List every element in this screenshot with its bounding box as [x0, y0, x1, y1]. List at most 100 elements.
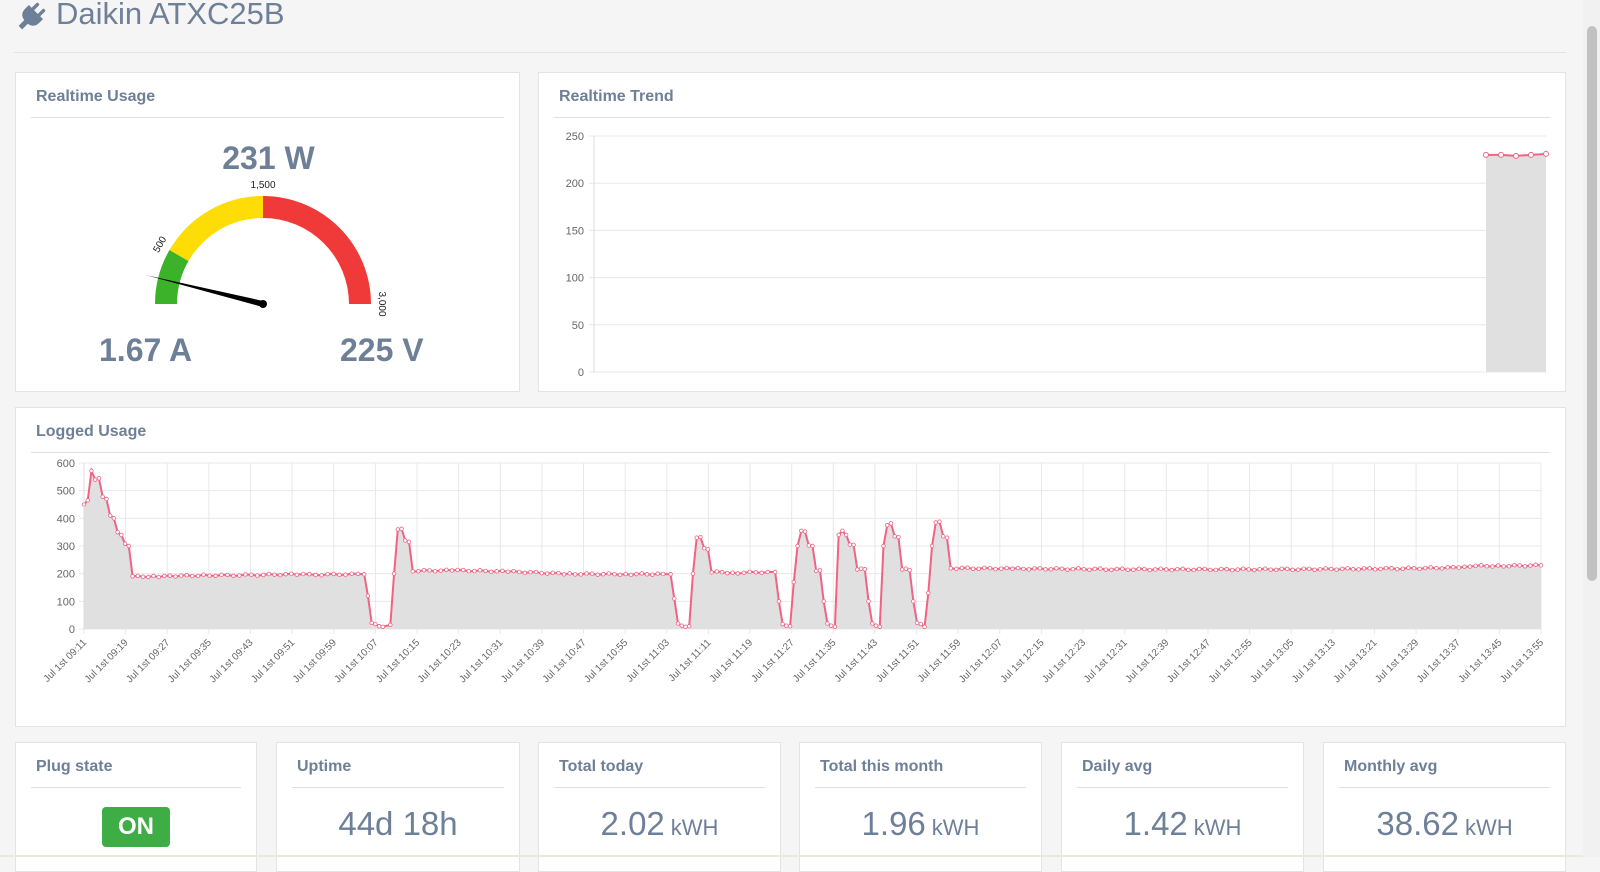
log-point	[1350, 567, 1356, 572]
log-point	[388, 622, 393, 628]
log-point	[567, 571, 572, 576]
log-point	[870, 621, 875, 626]
realtime-trend-panel: Realtime Trend 0 50 100 150 200 250	[538, 72, 1566, 392]
log-point	[1257, 566, 1262, 572]
trend-y-tick-label: 150	[566, 225, 584, 237]
uptime-card: Uptime 44d 18h	[276, 742, 520, 872]
log-point	[107, 513, 113, 518]
gauge-tick-label: 3,000	[376, 291, 387, 316]
gauge-needle-hub	[259, 300, 267, 308]
log-point	[184, 572, 189, 578]
trend-point	[1528, 151, 1534, 158]
total-today-number: 2.02	[600, 805, 665, 842]
log-point	[1295, 567, 1301, 572]
log-point	[1131, 567, 1136, 572]
trend-y-tick-label: 100	[566, 273, 584, 285]
scrollbar-thumb[interactable]	[1587, 26, 1597, 581]
log-point	[735, 571, 740, 576]
log-point	[1153, 567, 1158, 572]
plug-state-toggle-button[interactable]: ON	[102, 807, 170, 847]
log-point	[612, 572, 617, 577]
log-point	[741, 570, 746, 576]
total-month-number: 1.96	[861, 805, 926, 842]
log-x-tick-label: Jul 1st 11:03	[625, 637, 673, 685]
log-point	[1021, 566, 1026, 572]
log-point	[261, 572, 266, 578]
total-today-title: Total today	[559, 758, 644, 775]
log-point	[606, 571, 612, 576]
log-point	[522, 570, 528, 576]
log-point	[255, 573, 260, 578]
log-point	[948, 566, 953, 571]
vertical-scrollbar[interactable]	[1583, 0, 1600, 857]
log-point	[806, 543, 811, 548]
log-point	[753, 570, 758, 575]
log-point	[866, 599, 871, 604]
log-point	[1495, 563, 1501, 568]
log-point	[1367, 566, 1372, 571]
divider	[815, 787, 1026, 788]
log-point	[135, 573, 140, 578]
total-today-card: Total today 2.02 kWH	[538, 742, 781, 872]
log-point	[1186, 567, 1191, 573]
log-point	[349, 571, 354, 576]
log-point	[644, 572, 650, 577]
log-point	[998, 566, 1004, 571]
log-point	[178, 573, 184, 578]
daily-avg-unit: kWH	[1193, 815, 1242, 840]
log-point	[432, 569, 438, 574]
log-point	[639, 571, 644, 576]
log-point	[675, 621, 681, 626]
gauge-needle	[146, 275, 264, 307]
log-point	[130, 574, 135, 579]
log-point	[881, 543, 886, 549]
log-y-tick-label: 100	[57, 596, 75, 608]
log-point	[140, 574, 146, 579]
log-point	[709, 570, 714, 575]
total-today-value: 2.02 kWH	[539, 805, 780, 843]
log-point	[1279, 566, 1284, 571]
log-point	[765, 569, 770, 575]
log-point	[873, 623, 879, 628]
log-point	[784, 623, 789, 628]
current-readout: 1.67 A	[99, 332, 193, 368]
log-point	[1125, 567, 1131, 572]
daily-avg-card: Daily avg 1.42 kWH	[1061, 742, 1304, 872]
monthly-avg-number: 38.62	[1376, 805, 1459, 842]
log-point	[1103, 567, 1109, 572]
log-point	[1473, 563, 1478, 568]
log-point	[539, 570, 544, 576]
log-point	[832, 624, 838, 629]
log-point	[1004, 565, 1009, 571]
log-point	[1312, 567, 1317, 572]
log-point	[954, 566, 959, 572]
page-title: Daikin ATXC25B	[56, 0, 285, 31]
log-point	[937, 519, 942, 524]
log-point	[780, 621, 785, 627]
daily-avg-title: Daily avg	[1082, 758, 1153, 775]
log-y-tick-label: 300	[57, 541, 75, 553]
log-point	[369, 620, 374, 626]
log-point	[307, 571, 312, 577]
log-point	[376, 624, 382, 629]
log-point	[472, 568, 477, 574]
log-point	[1411, 566, 1417, 571]
log-point	[1241, 566, 1246, 571]
log-point	[1054, 566, 1059, 571]
log-point	[982, 565, 987, 571]
log-point	[1378, 566, 1383, 572]
gauge-tick-label: 1,500	[250, 180, 275, 191]
log-point	[944, 535, 950, 540]
log-point	[119, 532, 124, 538]
log-point	[725, 570, 730, 576]
divider	[1339, 787, 1550, 788]
log-point	[1345, 566, 1350, 571]
log-point	[477, 568, 483, 573]
log-point	[668, 572, 673, 577]
log-point	[776, 599, 782, 604]
log-point	[1372, 567, 1378, 572]
log-point	[907, 567, 912, 573]
log-point	[918, 621, 924, 627]
log-point	[494, 569, 500, 574]
gauge-tick-label: 500	[151, 234, 169, 254]
